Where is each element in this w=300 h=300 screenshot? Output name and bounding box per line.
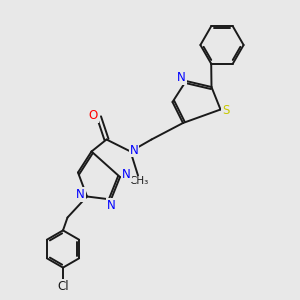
Text: O: O — [88, 109, 98, 122]
Text: S: S — [222, 104, 230, 118]
Text: N: N — [177, 71, 186, 84]
Text: CH₃: CH₃ — [130, 176, 149, 187]
Text: N: N — [106, 199, 116, 212]
Text: Cl: Cl — [57, 280, 69, 293]
Text: N: N — [130, 143, 139, 157]
Text: N: N — [76, 188, 85, 201]
Text: N: N — [122, 168, 131, 181]
